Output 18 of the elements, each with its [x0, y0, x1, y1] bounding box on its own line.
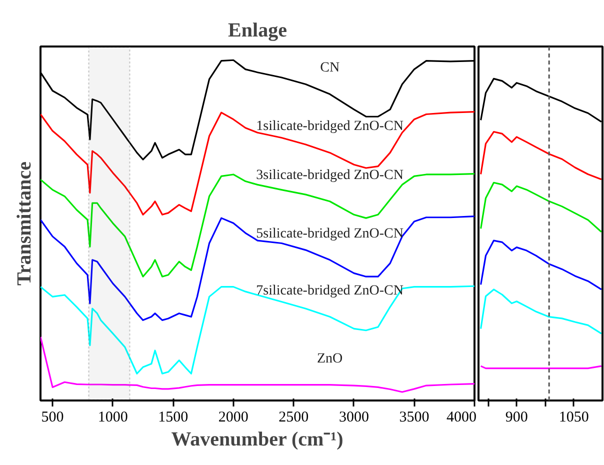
x-tick-label: 3000	[338, 410, 369, 426]
series-label: 3silicate-bridged ZnO-CN	[256, 168, 404, 183]
series-label: ZnO	[317, 351, 343, 366]
x-tick-label: 500	[41, 410, 64, 426]
x-axis-title: Wavenumber (cm⁻¹)	[171, 428, 344, 450]
x-tick-label: 2500	[278, 410, 309, 426]
x-tick-label: 900	[505, 410, 528, 426]
x-tick-label: 3500	[399, 410, 430, 426]
series-label: CN	[320, 60, 340, 76]
x-tick-label: 1000	[98, 410, 128, 426]
series-label: 5silicate-bridged ZnO-CN	[256, 226, 404, 242]
x-tick-label: 4000	[446, 410, 476, 426]
x-tick-label: 1500	[158, 410, 188, 426]
chart-title: Enlage	[228, 20, 288, 42]
y-axis-title: Transmittance	[14, 161, 36, 286]
x-tick-label: 1050	[558, 410, 589, 426]
x-tick-label: 2000	[218, 410, 248, 426]
series-label: 1silicate-bridged ZnO-CN	[256, 119, 404, 134]
